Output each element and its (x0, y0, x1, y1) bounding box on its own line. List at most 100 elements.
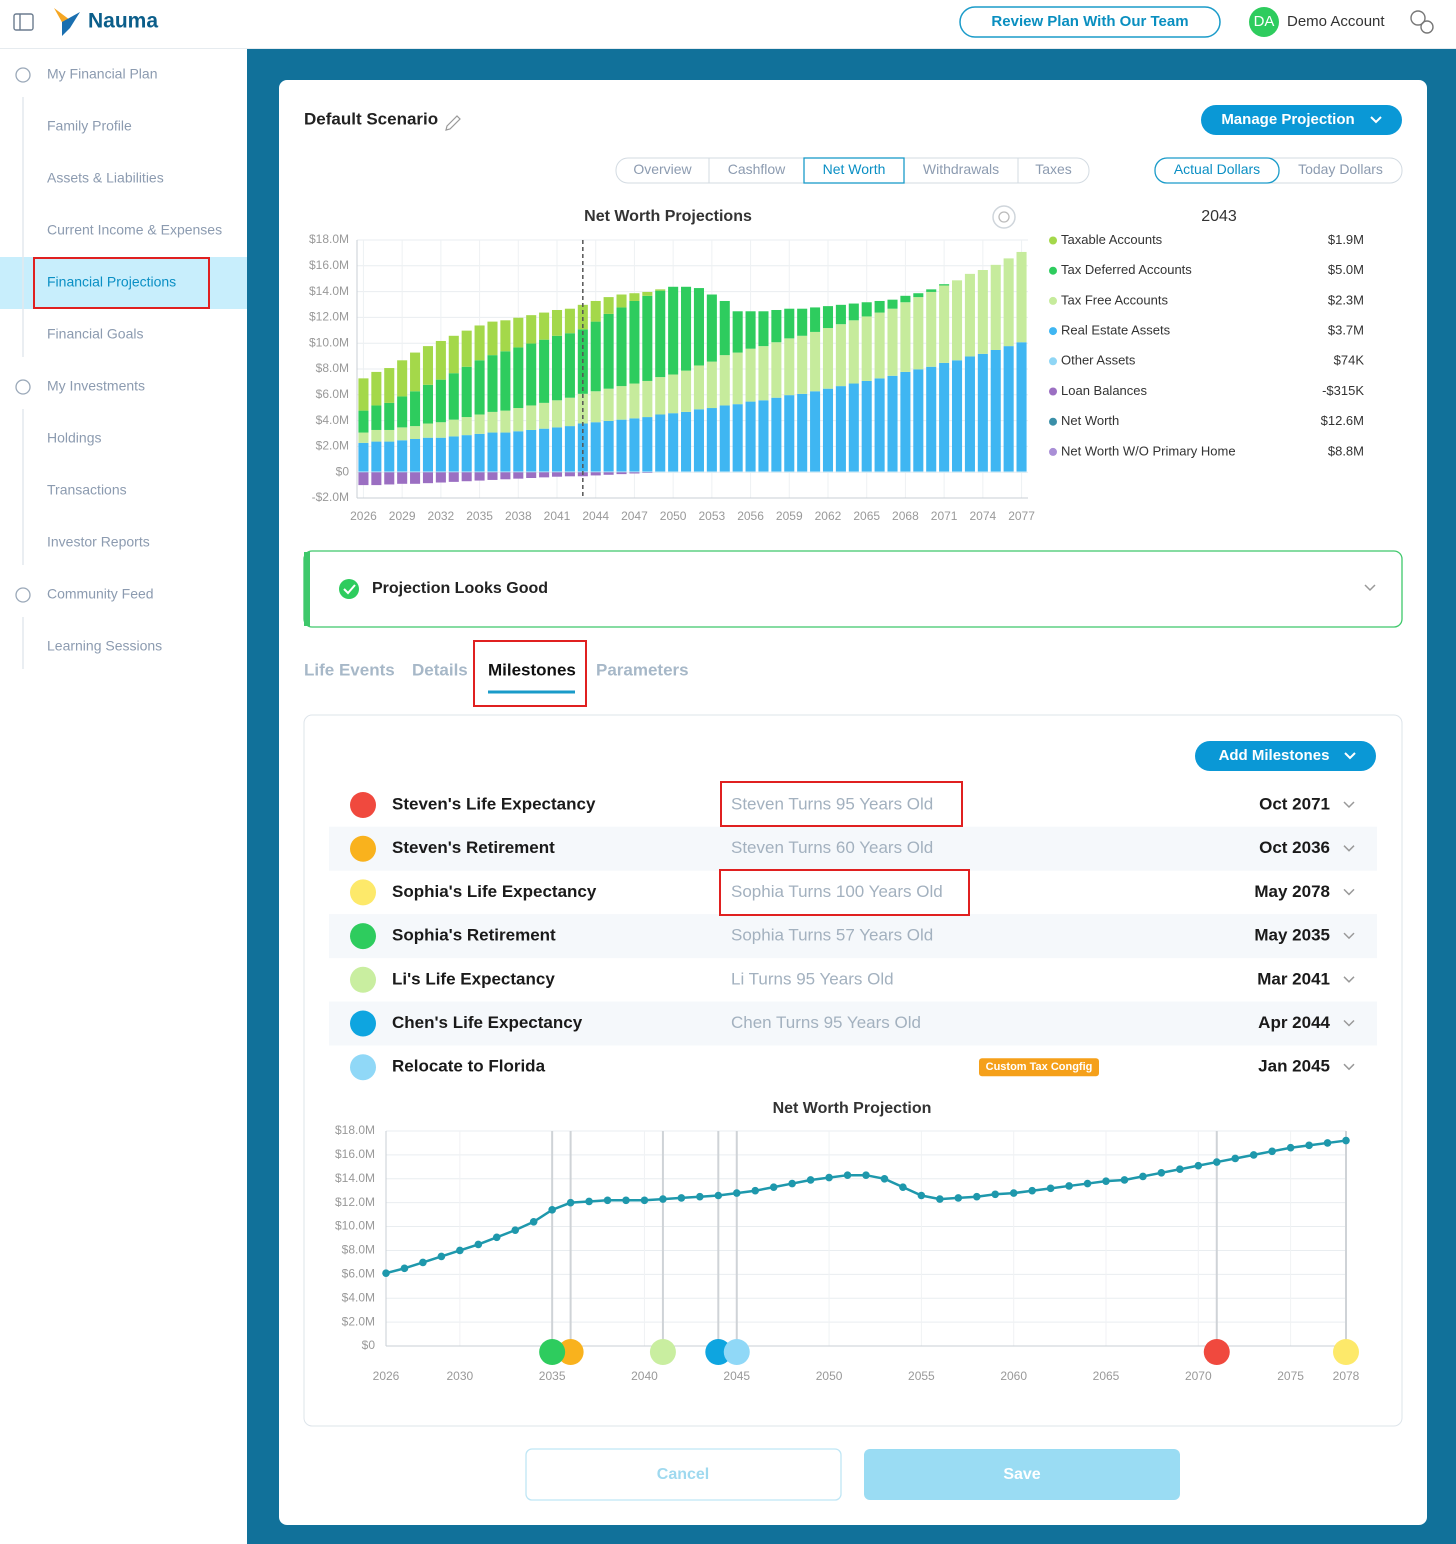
legend-name[interactable]: Tax Deferred Accounts (1061, 262, 1192, 277)
chevron (1370, 116, 1382, 124)
add-milestones-button[interactable] (1195, 741, 1376, 771)
sidebar-item[interactable]: Investor Reports (47, 534, 150, 550)
active-tab[interactable] (1154, 157, 1280, 184)
bar-segment (487, 355, 498, 412)
sidebar-item[interactable]: Family Profile (47, 118, 132, 134)
tab-label[interactable]: Today Dollars (1298, 161, 1383, 177)
milestone-marker[interactable] (723, 1339, 750, 1365)
milestone-description: Chen Turns 95 Years Old (731, 1013, 921, 1032)
legend-name[interactable]: Loan Balances (1061, 383, 1148, 398)
x-tick-label: 2050 (816, 1369, 843, 1383)
line-point (622, 1196, 630, 1205)
y-tick-label: $2.0M (342, 1314, 375, 1328)
legend-name[interactable]: Other Assets (1061, 353, 1136, 368)
x-tick-label: 2026 (350, 509, 377, 523)
x-tick-label: 2050 (660, 509, 687, 523)
bar-segment (474, 325, 485, 361)
row-expand[interactable] (1343, 845, 1355, 852)
y-tick-label: $14.0M (309, 284, 349, 298)
sidebar-toggle[interactable] (13, 13, 34, 31)
bar-segment (655, 414, 666, 472)
row-expand[interactable] (1343, 1019, 1355, 1027)
legend-name[interactable]: Tax Free Accounts (1061, 292, 1168, 307)
chat-icon[interactable] (1410, 10, 1426, 26)
sidebar-section[interactable]: My Financial Plan (47, 66, 158, 82)
tab-label[interactable]: Overview (633, 161, 692, 177)
legend-name[interactable]: Net Worth (1061, 413, 1119, 428)
tab-label[interactable]: Taxes (1035, 161, 1072, 177)
tab-label[interactable]: Cashflow (728, 161, 786, 177)
review-button-label[interactable]: Review Plan With Our Team (991, 13, 1188, 30)
bar-segment (551, 471, 563, 473)
section-tab[interactable]: Details (412, 660, 468, 679)
sidebar-item[interactable]: Assets & Liabilities (47, 170, 164, 186)
bar-segment (758, 471, 769, 473)
legend-name[interactable]: Taxable Accounts (1061, 232, 1163, 247)
review-button[interactable] (959, 6, 1221, 38)
milestone-marker[interactable] (649, 1339, 676, 1365)
bar-segment (564, 472, 575, 477)
milestone-description: Steven Turns 95 Years Old (731, 794, 933, 813)
milestone-marker[interactable] (705, 1339, 732, 1365)
sidebar-item[interactable]: Current Income & Expenses (47, 222, 222, 238)
bar-segment (422, 472, 434, 484)
bar-segment (397, 396, 408, 428)
section-tab[interactable]: Parameters (596, 660, 689, 679)
line-point (806, 1176, 815, 1184)
milestone-marker[interactable] (1203, 1339, 1230, 1365)
bar-segment (577, 423, 588, 472)
tab-label[interactable]: Withdrawals (923, 161, 999, 177)
legend-value: $5.0M (1328, 262, 1364, 277)
row-expand[interactable] (1343, 1063, 1355, 1071)
add-milestones-label[interactable]: Add Milestones (1219, 747, 1330, 764)
bar-segment (900, 295, 911, 303)
active-tab[interactable] (803, 157, 905, 184)
bar-segment (435, 471, 446, 473)
x-tick-label: 2074 (969, 509, 996, 523)
save-button[interactable] (864, 1449, 1180, 1500)
bar-segment (461, 330, 472, 367)
section-tab[interactable]: Milestones (488, 660, 576, 679)
avatar (1249, 7, 1279, 37)
milestone-marker[interactable] (557, 1339, 584, 1365)
tab-label[interactable]: Actual Dollars (1174, 161, 1260, 177)
row-expand[interactable] (1343, 801, 1355, 809)
sidebar-section[interactable]: My Investments (47, 378, 145, 394)
manage-button[interactable] (1201, 105, 1402, 135)
section-tab[interactable]: Life Events (304, 660, 395, 679)
x-tick-label: 2071 (931, 509, 958, 523)
bar-segment (564, 333, 575, 398)
milestone-marker[interactable] (1333, 1339, 1359, 1365)
row-expand[interactable] (1343, 888, 1355, 896)
chevron (1364, 584, 1376, 592)
sidebar-item[interactable]: Learning Sessions (47, 638, 162, 654)
line-point (1176, 1165, 1184, 1174)
x-tick-label: 2055 (908, 1369, 935, 1383)
sidebar-item[interactable]: Transactions (47, 482, 127, 498)
sidebar-section[interactable]: Community Feed (47, 586, 154, 602)
bar-segment (539, 471, 550, 473)
sidebar-item[interactable]: Financial Projections (47, 274, 176, 290)
chat-icon-2 (1420, 20, 1434, 34)
milestone-description: Li Turns 95 Years Old (731, 969, 894, 988)
cancel-button[interactable] (525, 1448, 842, 1501)
reset-icon[interactable] (992, 205, 1016, 229)
manage-button-label[interactable]: Manage Projection (1221, 111, 1354, 128)
bar-segment (616, 471, 627, 473)
sidebar-item[interactable]: Financial Goals (47, 326, 144, 342)
legend-name[interactable]: Net Worth W/O Primary Home (1061, 443, 1236, 458)
edit-icon[interactable] (445, 115, 461, 131)
bar-segment (410, 426, 421, 439)
bar-segment (422, 384, 434, 424)
sidebar-item[interactable]: Holdings (47, 430, 101, 446)
cancel-label[interactable]: Cancel (657, 1466, 709, 1483)
bar-segment (964, 471, 975, 473)
section-icon (15, 379, 31, 395)
row-expand[interactable] (1343, 932, 1355, 940)
save-label[interactable]: Save (1003, 1466, 1040, 1483)
tab-label[interactable]: Net Worth (823, 161, 886, 177)
milestone-marker[interactable] (539, 1339, 566, 1365)
row-expand[interactable] (1343, 976, 1355, 983)
legend-name[interactable]: Real Estate Assets (1061, 323, 1171, 338)
